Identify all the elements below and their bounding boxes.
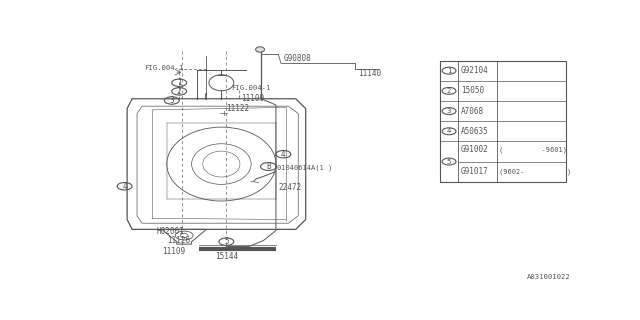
Text: 11122: 11122 [227,104,250,113]
Text: 15144: 15144 [215,252,238,261]
Text: 1: 1 [177,78,182,87]
Text: 2: 2 [177,87,182,96]
Text: 11126: 11126 [167,236,190,245]
Text: 4: 4 [122,182,127,191]
Text: FIG.004-1: FIG.004-1 [145,66,184,71]
Text: 22472: 22472 [278,183,301,192]
Text: (9602-          ): (9602- ) [499,168,571,175]
Text: G91017: G91017 [461,167,489,176]
Text: A50635: A50635 [461,127,489,136]
Text: 15050: 15050 [461,86,484,95]
Text: 1: 1 [447,68,451,74]
Text: H02001: H02001 [157,227,184,236]
Text: 5: 5 [224,237,228,246]
Text: (         -9601): ( -9601) [499,146,566,153]
Text: 11109: 11109 [162,247,185,256]
Text: 5: 5 [447,159,451,164]
Text: FIG.004-1: FIG.004-1 [231,85,271,91]
Text: 01040614A(1 ): 01040614A(1 ) [277,164,333,171]
Text: A031001022: A031001022 [527,274,571,280]
Text: 3: 3 [447,108,451,114]
Text: 3: 3 [170,96,174,105]
Ellipse shape [255,47,264,52]
Text: 11109: 11109 [241,94,264,103]
Text: G90808: G90808 [284,54,311,63]
Bar [440,60,566,182]
Text: 4: 4 [447,128,451,134]
Text: 4: 4 [281,150,285,159]
Text: A7068: A7068 [461,107,484,116]
Text: 11140: 11140 [358,69,381,78]
Text: G91002: G91002 [461,145,489,154]
Text: 2: 2 [447,88,451,94]
Text: G92104: G92104 [461,66,489,75]
Text: B: B [266,162,271,171]
